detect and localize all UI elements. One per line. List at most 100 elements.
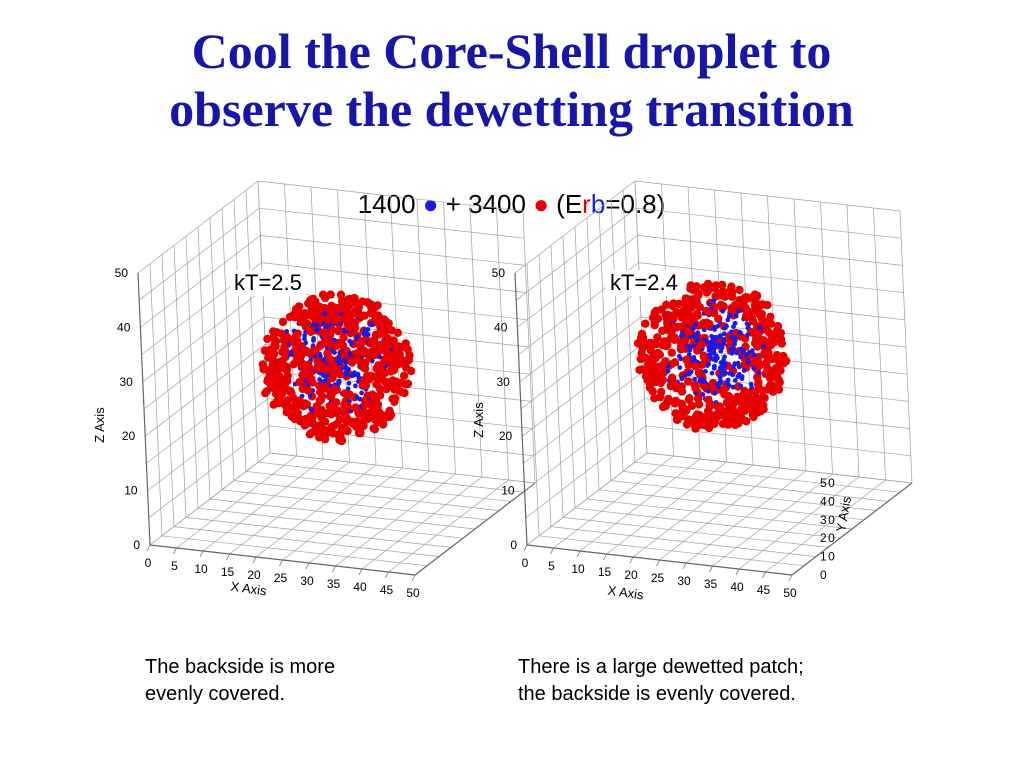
- red-particle: [379, 315, 389, 324]
- caption-left: The backside is more evenly covered.: [145, 654, 545, 708]
- red-particle: [405, 351, 414, 360]
- red-particle: [340, 400, 349, 409]
- blue-particle: [717, 333, 723, 339]
- blue-particle: [346, 380, 352, 386]
- z-tick-label: 20: [499, 429, 513, 443]
- red-particle: [326, 290, 335, 299]
- blue-particle: [739, 376, 745, 382]
- count-blue: 1400: [357, 189, 416, 219]
- red-particle: [329, 316, 339, 325]
- red-particle: [397, 356, 406, 365]
- blue-particle: [377, 354, 383, 360]
- red-particle: [330, 421, 339, 430]
- red-particle: [727, 288, 737, 297]
- red-particle: [322, 333, 331, 342]
- red-particle: [315, 388, 325, 397]
- x-axis-title: X Axis: [230, 579, 268, 599]
- red-particle: [768, 381, 777, 390]
- energy-b: b: [590, 189, 606, 219]
- blue-particle: [736, 364, 742, 370]
- red-particle: [360, 412, 369, 421]
- red-particle: [636, 354, 645, 364]
- y-axis-line: [414, 482, 536, 576]
- red-particle: [692, 309, 702, 319]
- red-particle: [684, 415, 693, 424]
- red-particle: [694, 368, 704, 378]
- red-particle: [691, 412, 701, 421]
- red-particle: [263, 334, 272, 344]
- red-particle: [371, 372, 381, 382]
- x-tick-mark: [332, 565, 336, 573]
- x-tick-label: 5: [548, 559, 555, 573]
- red-particle: [752, 302, 761, 312]
- blue-particle: [711, 298, 717, 304]
- red-particle: [275, 372, 284, 381]
- blue-particle: [715, 324, 720, 329]
- side-wall-gridline: [634, 180, 648, 454]
- red-particle: [344, 323, 353, 332]
- blue-particle: [692, 376, 697, 382]
- red-particle: [388, 361, 397, 370]
- red-particle: [369, 304, 379, 313]
- side-wall-gridline: [586, 217, 600, 490]
- back-wall-gridline: [416, 198, 430, 472]
- floor-gridline: [388, 479, 509, 573]
- red-particle: [322, 365, 332, 375]
- x-tick-mark: [226, 553, 230, 561]
- red-particle: [676, 345, 686, 354]
- red-particle: [667, 348, 676, 357]
- caption-left-line-2: evenly covered.: [145, 683, 286, 705]
- z-tick-label: 10: [124, 484, 138, 498]
- blue-particle: [302, 333, 307, 338]
- particle-legend: 1400 ● + 3400 ● (Erb=0.8): [0, 188, 1023, 220]
- blue-particle: [687, 347, 693, 353]
- red-particle: [364, 299, 373, 308]
- x-tick-label: 25: [651, 571, 665, 585]
- red-particle: [670, 358, 680, 367]
- blue-particle: [688, 369, 694, 375]
- blue-particle: [365, 327, 371, 332]
- red-particle: [661, 357, 670, 366]
- red-particle: [325, 401, 334, 411]
- blue-particle: [682, 372, 688, 378]
- red-particle: [768, 387, 778, 396]
- red-particle: [648, 387, 657, 396]
- blue-particle: [727, 371, 732, 376]
- blue-particle: [717, 380, 723, 386]
- red-particle: [637, 365, 647, 374]
- title-line-2: observe the dewetting transition: [169, 81, 854, 137]
- red-particle: [261, 389, 270, 398]
- red-particle: [370, 410, 380, 419]
- x-tick-mark: [385, 571, 389, 579]
- blue-particle: [741, 368, 747, 373]
- red-particle: [677, 322, 686, 332]
- back-wall-gridline: [634, 180, 901, 212]
- red-particle: [331, 365, 341, 374]
- blue-particle: [321, 321, 326, 326]
- x-tick-label: 5: [171, 559, 178, 573]
- blue-particle: [729, 350, 735, 356]
- red-particle: [662, 300, 671, 309]
- y-axis-line: [791, 482, 913, 576]
- x-tick-mark: [603, 553, 607, 561]
- blue-particle: [303, 340, 309, 346]
- red-particle: [717, 300, 726, 310]
- red-particle: [715, 411, 724, 420]
- red-particle: [318, 290, 328, 299]
- y-tick-label: 0: [820, 568, 828, 582]
- red-particle: [376, 391, 385, 400]
- blue-particle: [709, 333, 714, 339]
- blue-particle: [345, 371, 350, 377]
- z-tick-label: 30: [119, 375, 133, 389]
- x-tick-mark: [305, 562, 310, 570]
- blue-particle: [320, 372, 326, 378]
- blue-particle: [720, 308, 726, 314]
- floor-gridline: [245, 471, 512, 502]
- red-particle: [759, 405, 768, 414]
- back-wall-gridline: [259, 207, 525, 239]
- red-particle: [378, 417, 388, 427]
- red-particle: [307, 416, 317, 425]
- red-particle: [649, 370, 658, 380]
- energy-open: (E: [556, 189, 583, 219]
- z-axis-title: Z Axis: [92, 407, 107, 443]
